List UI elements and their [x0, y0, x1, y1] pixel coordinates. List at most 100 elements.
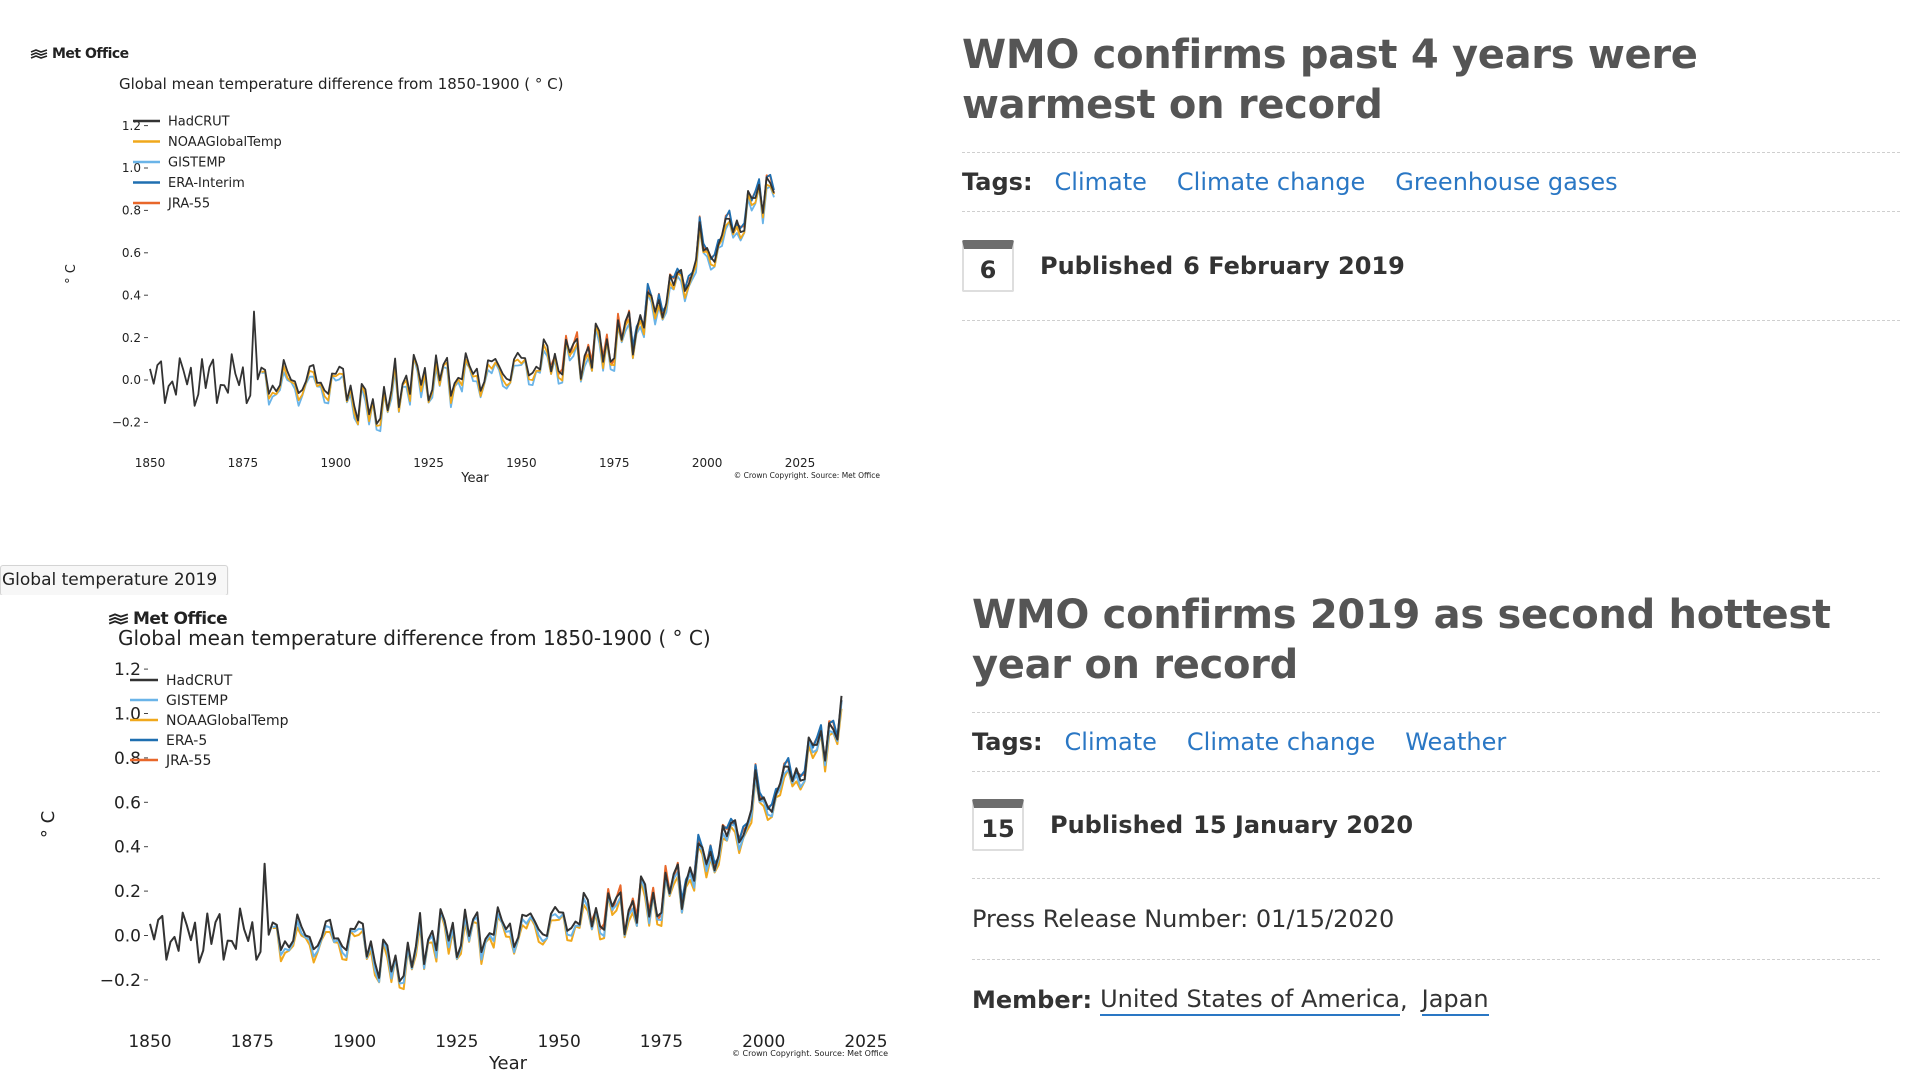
y-tick-label: 0.4 — [114, 838, 141, 858]
tags-row: Tags: Climate Climate change Weather — [972, 713, 1880, 771]
series-line-jra-55 — [550, 174, 775, 379]
x-axis-label: Year — [460, 471, 489, 486]
divider — [962, 320, 1900, 321]
x-tick-label: 2000 — [692, 456, 723, 470]
legend-label: JRA-55 — [167, 197, 210, 212]
y-tick-label: 1.2 — [122, 119, 141, 133]
x-tick-label: 1900 — [320, 456, 351, 470]
series-line-hadcrut — [149, 176, 775, 425]
x-tick-label: 1925 — [435, 1032, 478, 1052]
met-office-logo-text: Met Office — [52, 46, 129, 62]
published-row: 15 Published 15 January 2020 — [972, 772, 1880, 878]
y-tick-label: 0.6 — [122, 246, 141, 260]
chart-2018-plot: Global mean temperature difference from … — [64, 75, 881, 486]
y-tick-label: 0.0 — [122, 373, 141, 387]
met-office-logo-text: Met Office — [133, 609, 228, 629]
series-line-gistemp — [261, 185, 775, 433]
met-office-logo-icon — [108, 613, 129, 625]
tag-weather[interactable]: Weather — [1405, 728, 1507, 756]
divider — [962, 152, 1900, 153]
x-tick-label: 1900 — [333, 1032, 376, 1052]
divider — [962, 211, 1900, 212]
tag-climate-change[interactable]: Climate change — [1186, 728, 1376, 756]
chart-title: Global mean temperature difference from … — [119, 75, 563, 93]
y-axis-label: ° C — [64, 264, 79, 284]
legend-label: NOAAGlobalTemp — [166, 713, 289, 729]
x-tick-label: 1925 — [413, 456, 444, 470]
member-label: Member: — [972, 986, 1093, 1014]
divider — [972, 959, 1880, 960]
x-tick-label: 1975 — [640, 1032, 683, 1052]
tag-climate[interactable]: Climate — [1064, 728, 1157, 756]
legend-label: GISTEMP — [166, 693, 228, 709]
x-tick-label: 1950 — [506, 456, 537, 470]
x-tick-label: 1850 — [128, 1032, 171, 1052]
article-title: WMO confirms 2019 as second hottest year… — [972, 592, 1831, 688]
copyright-credit: © Crown Copyright. Source: Met Office — [734, 471, 881, 480]
tags-label: Tags: — [972, 728, 1043, 756]
y-axis-label: ° C — [38, 811, 59, 838]
tags-row: Tags: Climate Climate change Greenhouse … — [962, 153, 1900, 211]
tag-greenhouse-gases[interactable]: Greenhouse gases — [1395, 168, 1618, 196]
tag-climate-change[interactable]: Climate change — [1176, 168, 1366, 196]
legend-label: GISTEMP — [168, 156, 226, 171]
legend-label: ERA-5 — [166, 733, 207, 749]
y-tick-label: 0.0 — [114, 926, 141, 946]
chart-2019-plot: Global mean temperature difference from … — [38, 626, 888, 1074]
calendar-day: 15 — [981, 814, 1015, 843]
published-label: Published — [1040, 252, 1174, 280]
press-release-row: Press Release Number: 01/15/2020 — [972, 879, 1880, 959]
y-tick-label: 0.8 — [122, 204, 141, 218]
member-row: Member: United States of America , Japan — [972, 960, 1880, 1040]
y-tick-label: 0.6 — [114, 793, 141, 813]
series-line-noaaglobaltemp — [272, 708, 843, 991]
series-line-noaaglobaltemp — [261, 183, 775, 427]
y-tick-label: 0.8 — [114, 749, 141, 769]
legend-label: NOAAGlobalTemp — [168, 135, 282, 150]
x-tick-label: 1950 — [538, 1032, 581, 1052]
series-line-era-interim — [628, 173, 775, 348]
published-date: 15 January 2020 — [1193, 811, 1414, 839]
article-2018: WMO confirms past 4 years were warmest o… — [962, 30, 1900, 321]
calendar-icon: 15 — [972, 799, 1024, 851]
y-tick-label: −0.2 — [100, 971, 141, 991]
member-link-usa[interactable]: United States of America — [1100, 985, 1400, 1016]
published-row: 6 Published 6 February 2019 — [962, 212, 1900, 320]
met-office-logo-icon — [30, 49, 48, 59]
y-tick-label: 1.2 — [114, 660, 141, 680]
met-office-logo: Met Office — [108, 609, 228, 629]
y-tick-label: −0.2 — [112, 416, 141, 430]
divider — [972, 712, 1880, 713]
article-2019: WMO confirms 2019 as second hottest year… — [972, 590, 1880, 1040]
member-link-japan[interactable]: Japan — [1421, 985, 1489, 1016]
x-tick-label: 1875 — [231, 1032, 274, 1052]
y-tick-label: 0.2 — [122, 331, 141, 345]
chart-title: Global mean temperature difference from … — [118, 626, 711, 650]
tag-climate[interactable]: Climate — [1054, 168, 1147, 196]
legend-label: ERA-Interim — [168, 176, 245, 191]
member-separator: , — [1399, 986, 1408, 1014]
legend-label: HadCRUT — [168, 115, 230, 130]
tags-label: Tags: — [962, 168, 1033, 196]
y-tick-label: 0.2 — [114, 882, 141, 902]
calendar-icon: 6 — [962, 240, 1014, 292]
series-line-gistemp — [272, 701, 843, 985]
series-line-jra-55 — [590, 699, 843, 934]
divider — [972, 878, 1880, 879]
legend-label: HadCRUT — [166, 673, 233, 689]
copyright-credit: © Crown Copyright. Source: Met Office — [732, 1049, 888, 1058]
x-tick-label: 2025 — [844, 1032, 887, 1052]
article-title: WMO confirms past 4 years were warmest o… — [962, 32, 1698, 128]
divider — [972, 771, 1880, 772]
press-release-number: Press Release Number: 01/15/2020 — [972, 905, 1395, 933]
x-tick-label: 1850 — [135, 456, 166, 470]
chart-2018: Met Office Global mean temperature diffe… — [0, 30, 900, 490]
image-tooltip: Global temperature 2019 — [0, 565, 229, 596]
chart-2019: Met Office Global mean temperature diffe… — [0, 595, 900, 1075]
legend-label: JRA-55 — [165, 753, 211, 769]
x-tick-label: 2000 — [742, 1032, 785, 1052]
y-tick-label: 0.4 — [122, 288, 141, 302]
x-tick-label: 1875 — [228, 456, 259, 470]
y-tick-label: 1.0 — [114, 704, 141, 724]
x-tick-label: 1975 — [599, 456, 630, 470]
